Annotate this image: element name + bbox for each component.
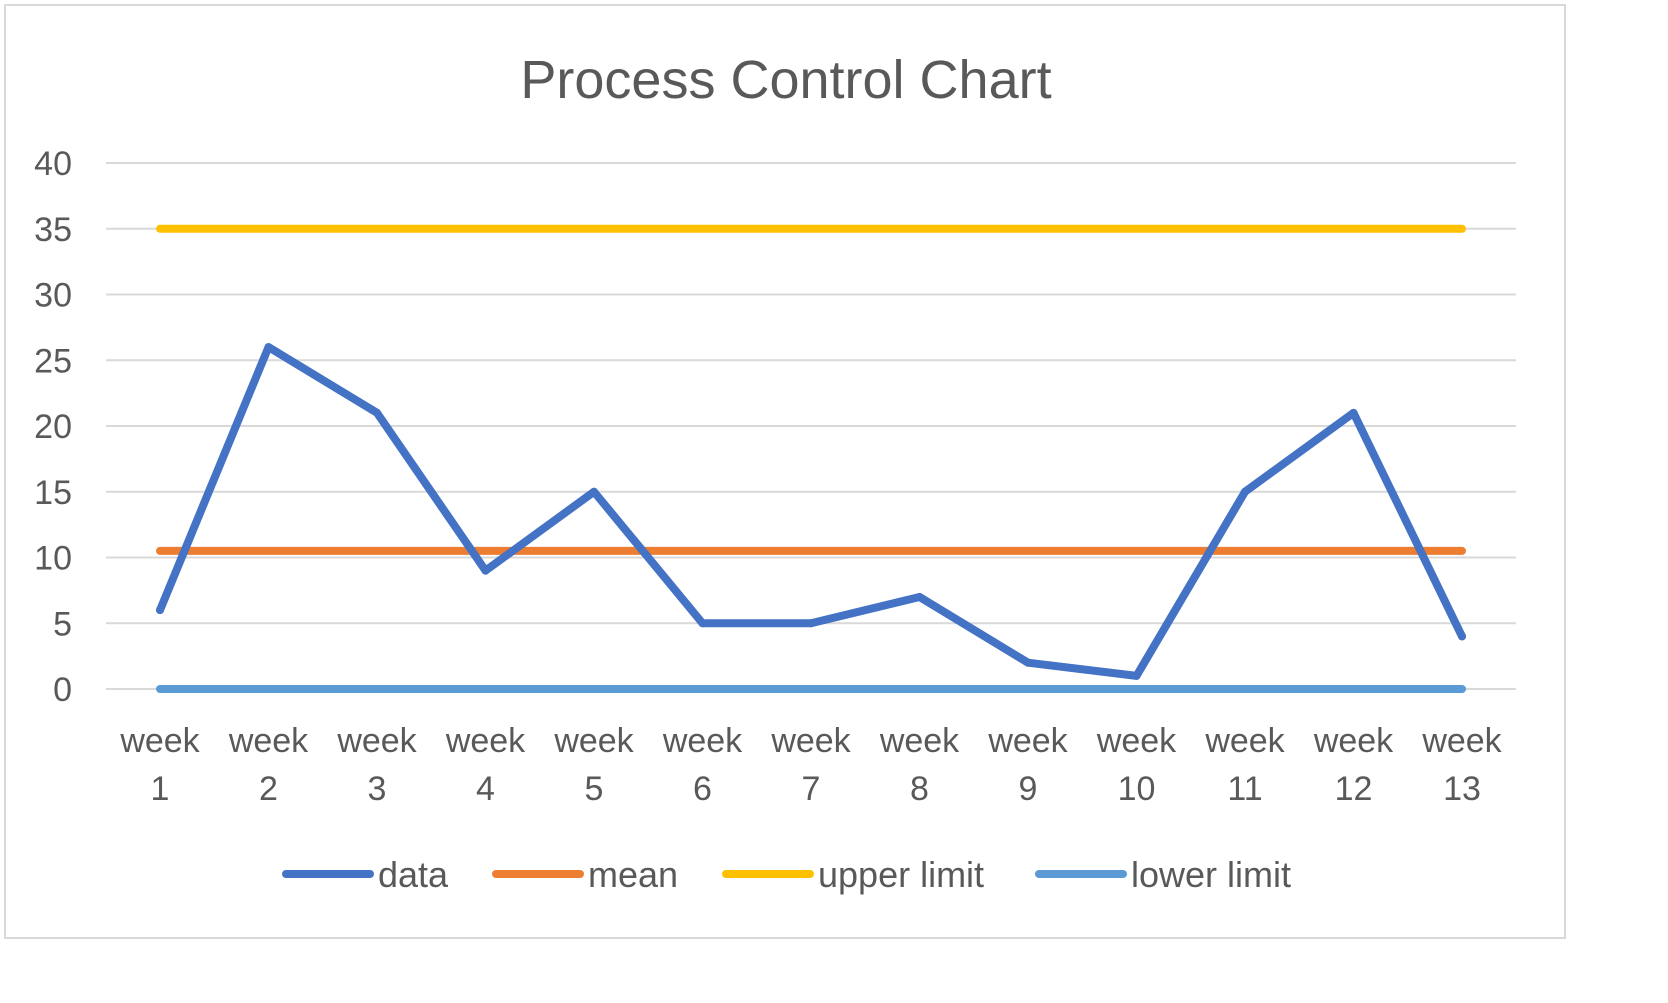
- legend-label-upper-limit: upper limit: [818, 854, 984, 895]
- x-axis-tick-labels: week 1 week 2 week 3 week 4 week 5 week 6 week 7 week 8…: [119, 722, 1502, 808]
- x-tick-label-7-line-2: 7: [802, 770, 821, 808]
- x-tick-label-5-line-2: 5: [585, 770, 604, 808]
- data-point-week-6: [698, 619, 707, 628]
- x-tick-label-9-line-2: 9: [1019, 770, 1038, 808]
- legend-label-mean: mean: [588, 854, 678, 895]
- y-tick-label-25: 25: [34, 342, 72, 380]
- x-tick-label-3-line-2: 3: [368, 770, 387, 808]
- y-tick-label-35: 35: [34, 211, 72, 249]
- x-tick-label-6-line-2: 6: [693, 770, 712, 808]
- x-tick-label-8-line-2: 8: [910, 770, 929, 808]
- y-tick-label-10: 10: [34, 540, 72, 578]
- legend-item-mean: mean: [492, 854, 678, 895]
- data-point-week-12: [1349, 408, 1358, 417]
- x-tick-label-2-line-2: 2: [259, 770, 278, 808]
- x-tick-label-11-line-1: week: [1204, 722, 1285, 760]
- x-tick-label-13-line-1: week: [1421, 722, 1502, 760]
- chart-frame: Process Control Chart 0 5 10 15 20 25 30 35 40 w…: [4, 4, 1566, 939]
- y-axis-tick-labels: 0 5 10 15 20 25 30 35 40: [34, 145, 72, 709]
- x-tick-label-10-line-1: week: [1096, 722, 1177, 760]
- data-point-week-2: [264, 343, 273, 352]
- x-tick-label-13-line-2: 13: [1443, 770, 1481, 808]
- data-point-week-8: [915, 592, 924, 601]
- y-tick-label-0: 0: [53, 671, 72, 709]
- data-point-week-4: [481, 566, 490, 575]
- data-point-week-11: [1241, 487, 1249, 496]
- x-tick-label-12-line-2: 12: [1335, 770, 1373, 808]
- x-tick-label-8-line-1: week: [879, 722, 960, 760]
- y-tick-label-40: 40: [34, 145, 72, 183]
- data-point-week-7: [807, 619, 815, 628]
- x-tick-label-4-line-1: week: [445, 722, 526, 760]
- x-tick-label-3-line-1: week: [336, 722, 417, 760]
- y-tick-label-20: 20: [34, 408, 72, 446]
- x-tick-label-12-line-1: week: [1313, 722, 1394, 760]
- legend-label-lower-limit: lower limit: [1131, 854, 1291, 895]
- y-tick-label-15: 15: [34, 474, 72, 512]
- legend-item-upper-limit: upper limit: [722, 854, 984, 895]
- data-point-week-9: [1024, 658, 1032, 667]
- x-tick-label-6-line-1: week: [662, 722, 743, 760]
- gridlines: [106, 162, 1516, 690]
- x-tick-label-4-line-2: 4: [476, 770, 495, 808]
- data-point-week-5: [590, 487, 598, 496]
- x-tick-label-2-line-1: week: [228, 722, 309, 760]
- legend-label-data: data: [378, 854, 449, 895]
- legend-item-lower-limit: lower limit: [1035, 854, 1291, 895]
- series-lines: [156, 224, 1466, 693]
- y-tick-label-30: 30: [34, 277, 72, 315]
- legend-item-data: data: [282, 854, 449, 895]
- x-tick-label-1-line-1: week: [119, 722, 200, 760]
- x-tick-label-7-line-1: week: [770, 722, 851, 760]
- legend: data mean upper limit lower limit: [282, 854, 1291, 895]
- chart-title: Process Control Chart: [520, 50, 1051, 110]
- x-tick-label-1-line-2: 1: [151, 770, 170, 808]
- y-tick-label-5: 5: [53, 605, 72, 643]
- x-tick-label-10-line-2: 10: [1118, 770, 1156, 808]
- data-point-week-3: [373, 408, 381, 417]
- x-tick-label-11-line-2: 11: [1227, 770, 1262, 808]
- data-point-week-13: [1458, 632, 1466, 641]
- x-tick-label-5-line-1: week: [553, 722, 634, 760]
- x-tick-label-9-line-1: week: [987, 722, 1068, 760]
- data-point-week-1: [156, 606, 164, 615]
- data-point-week-10: [1132, 671, 1141, 680]
